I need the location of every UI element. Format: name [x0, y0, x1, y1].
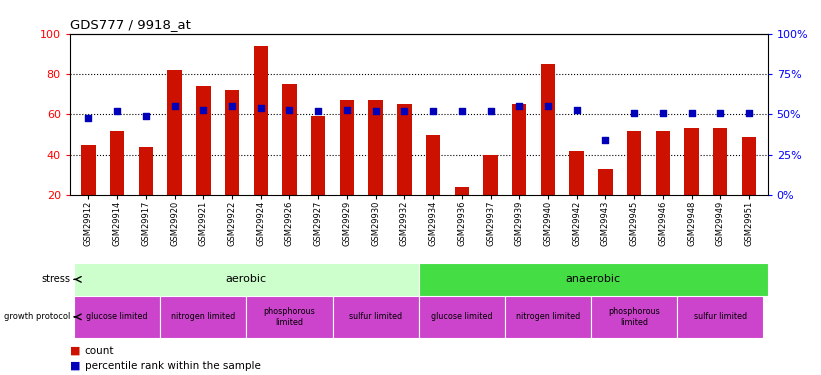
- Bar: [196, 86, 210, 195]
- Point: [426, 108, 439, 114]
- Text: phosphorous
limited: phosphorous limited: [608, 307, 660, 327]
- Text: ■: ■: [70, 361, 80, 370]
- Bar: [677, 296, 764, 338]
- Bar: [419, 296, 505, 338]
- Bar: [426, 135, 440, 195]
- Point: [570, 106, 583, 112]
- Bar: [225, 90, 239, 195]
- Text: count: count: [85, 346, 114, 355]
- Point: [82, 115, 95, 121]
- Bar: [139, 147, 153, 195]
- Point: [226, 103, 239, 110]
- Text: growth protocol: growth protocol: [4, 312, 71, 321]
- Text: sulfur limited: sulfur limited: [349, 312, 402, 321]
- Bar: [74, 296, 160, 338]
- Bar: [713, 129, 727, 195]
- Point: [512, 103, 525, 110]
- Text: stress: stress: [41, 274, 71, 284]
- Point: [283, 106, 296, 112]
- Bar: [484, 154, 498, 195]
- Bar: [369, 100, 383, 195]
- Bar: [311, 116, 325, 195]
- Bar: [656, 130, 670, 195]
- Bar: [599, 169, 612, 195]
- Bar: [685, 129, 699, 195]
- Bar: [505, 296, 591, 338]
- Bar: [397, 104, 411, 195]
- Point: [369, 108, 383, 114]
- Text: nitrogen limited: nitrogen limited: [516, 312, 580, 321]
- Bar: [254, 46, 268, 195]
- Bar: [742, 136, 756, 195]
- Bar: [160, 296, 246, 338]
- Point: [455, 108, 468, 114]
- Bar: [570, 151, 584, 195]
- Point: [656, 110, 669, 116]
- Bar: [627, 130, 641, 195]
- Bar: [419, 262, 768, 296]
- Point: [742, 110, 755, 116]
- Text: phosphorous
limited: phosphorous limited: [264, 307, 315, 327]
- Point: [341, 106, 354, 112]
- Text: sulfur limited: sulfur limited: [694, 312, 747, 321]
- Bar: [333, 296, 419, 338]
- Bar: [541, 64, 555, 195]
- Bar: [455, 187, 469, 195]
- Bar: [512, 104, 526, 195]
- Bar: [81, 145, 95, 195]
- Point: [398, 108, 411, 114]
- Bar: [340, 100, 354, 195]
- Text: glucose limited: glucose limited: [431, 312, 493, 321]
- Bar: [282, 84, 296, 195]
- Point: [599, 137, 612, 143]
- Bar: [246, 296, 333, 338]
- Bar: [110, 130, 124, 195]
- Point: [140, 113, 153, 119]
- Point: [312, 108, 325, 114]
- Point: [255, 105, 268, 111]
- Point: [541, 103, 554, 110]
- Point: [111, 108, 124, 114]
- Point: [713, 110, 727, 116]
- Text: nitrogen limited: nitrogen limited: [172, 312, 236, 321]
- Text: ■: ■: [70, 346, 80, 355]
- Point: [197, 106, 210, 112]
- Point: [627, 110, 640, 116]
- Point: [484, 108, 497, 114]
- Text: aerobic: aerobic: [226, 274, 267, 284]
- Bar: [74, 262, 419, 296]
- Point: [685, 110, 698, 116]
- Bar: [167, 70, 181, 195]
- Text: anaerobic: anaerobic: [566, 274, 621, 284]
- Text: GDS777 / 9918_at: GDS777 / 9918_at: [70, 18, 190, 31]
- Bar: [591, 296, 677, 338]
- Text: glucose limited: glucose limited: [86, 312, 148, 321]
- Point: [168, 103, 181, 110]
- Text: percentile rank within the sample: percentile rank within the sample: [85, 361, 260, 370]
